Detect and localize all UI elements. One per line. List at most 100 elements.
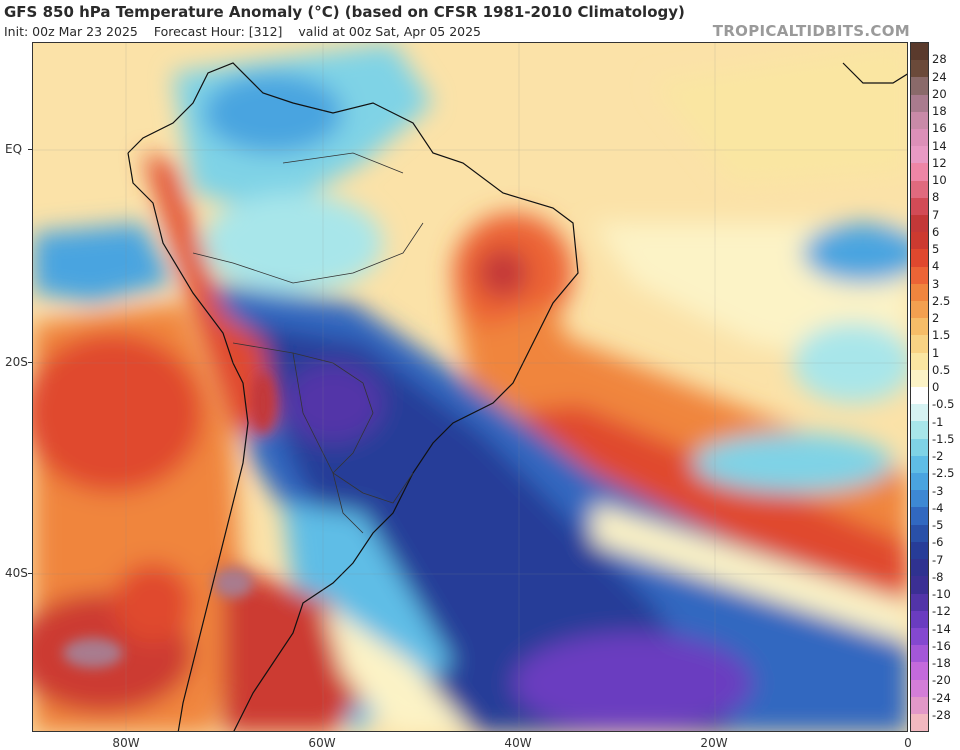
colorbar-label: -10 <box>932 587 951 601</box>
colorbar-segment <box>911 490 928 508</box>
colorbar-segment <box>911 559 928 577</box>
lat-label-40s: 40S <box>5 566 28 580</box>
colorbar-segment <box>911 645 928 663</box>
lon-label-60w: 60W <box>308 736 336 750</box>
colorbar-segment <box>911 576 928 594</box>
colorbar-segment <box>911 627 928 646</box>
colorbar-label: 0.5 <box>932 362 951 377</box>
colorbar-segment <box>911 129 928 147</box>
colorbar-segment <box>911 180 928 198</box>
country-borders <box>192 152 424 534</box>
colorbar-segment <box>911 696 928 714</box>
colorbar-label: 4 <box>932 259 940 274</box>
colorbar-label: -1 <box>932 414 944 429</box>
colorbar-label: 6 <box>932 224 940 239</box>
colorbar-label: 1.5 <box>932 328 951 343</box>
colorbar-label: -4 <box>932 500 944 515</box>
colorbar-segment <box>911 387 928 405</box>
colorbar-label: 12 <box>932 155 947 170</box>
lon-label-0: 0 <box>904 736 912 750</box>
colorbar-label: 14 <box>932 138 947 153</box>
map-canvas <box>33 43 907 731</box>
colorbar-label: -6 <box>932 535 944 550</box>
colorbar-segment <box>911 524 928 542</box>
colorbar-label: -2.5 <box>932 466 955 481</box>
map-subtitle: Init: 00z Mar 23 2025 Forecast Hour: [31… <box>4 24 493 39</box>
colorbar-label: -8 <box>932 569 944 584</box>
colorbar-segment <box>911 301 928 319</box>
lon-label-20w: 20W <box>700 736 728 750</box>
colorbar-label: -14 <box>932 621 951 636</box>
colorbar-label: -2 <box>932 449 944 463</box>
init-time: Init: 00z Mar 23 2025 <box>4 24 138 39</box>
colorbar-label: -3 <box>932 483 944 498</box>
colorbar-label: 5 <box>932 242 940 256</box>
colorbar-segment <box>911 215 928 233</box>
lat-tick <box>28 362 32 363</box>
colorbar-segment <box>911 438 928 456</box>
colorbar-label: 7 <box>932 207 940 222</box>
colorbar-segment <box>911 713 928 732</box>
anomaly-map[interactable] <box>32 42 908 732</box>
colorbar-segment <box>911 455 928 474</box>
colorbar-segment <box>911 318 928 336</box>
colorbar-label: 8 <box>932 190 940 205</box>
lon-label-80w: 80W <box>112 736 140 750</box>
colorbar-label: 16 <box>932 121 947 136</box>
colorbar-label: -12 <box>932 604 951 619</box>
lon-label-40w: 40W <box>504 736 532 750</box>
anomaly-detail <box>63 373 275 668</box>
colorbar-segment <box>911 111 928 130</box>
colorbar-label: 0 <box>932 380 940 394</box>
colorbar-segment <box>911 610 928 628</box>
colorbar-segment <box>911 249 928 267</box>
graticule <box>33 43 907 731</box>
colorbar <box>910 42 929 732</box>
colorbar-segment <box>911 163 928 181</box>
colorbar-label: -20 <box>932 673 951 688</box>
colorbar-segment <box>911 421 928 439</box>
map-title: GFS 850 hPa Temperature Anomaly (°C) (ba… <box>4 3 685 21</box>
colorbar-segment <box>911 94 928 112</box>
lat-label-eq: EQ <box>5 142 23 156</box>
colorbar-label: 10 <box>932 173 947 187</box>
coastlines <box>127 62 907 731</box>
anomaly-field <box>33 43 907 731</box>
colorbar-segment <box>911 593 928 611</box>
colorbar-label: -7 <box>932 552 944 567</box>
colorbar-segment <box>911 352 928 370</box>
colorbar-label: 3 <box>932 276 940 291</box>
colorbar-label: 28 <box>932 52 947 67</box>
valid-time: valid at 00z Sat, Apr 05 2025 <box>298 24 482 39</box>
colorbar-segment <box>911 404 928 422</box>
colorbar-segment <box>911 197 928 216</box>
colorbar-label: -0.5 <box>932 397 955 412</box>
colorbar-segment <box>911 369 928 388</box>
colorbar-segment <box>911 146 928 164</box>
colorbar-label: 24 <box>932 69 947 84</box>
lat-label-20s: 20S <box>5 355 28 369</box>
colorbar-label: 2 <box>932 311 940 325</box>
colorbar-label: -28 <box>932 707 951 722</box>
lat-tick <box>28 149 32 150</box>
colorbar-segment <box>911 266 928 284</box>
colorbar-label: 20 <box>932 86 947 101</box>
colorbar-segment <box>911 60 928 78</box>
site-watermark: TROPICALTIDBITS.COM <box>712 22 910 40</box>
colorbar-segment <box>911 77 928 95</box>
colorbar-label: -1.5 <box>932 431 955 446</box>
colorbar-label: -18 <box>932 656 951 670</box>
colorbar-segment <box>911 679 928 697</box>
colorbar-segment <box>911 507 928 525</box>
colorbar-segment <box>911 662 928 680</box>
colorbar-segment <box>911 473 928 491</box>
colorbar-segment <box>911 541 928 560</box>
lat-tick <box>28 573 32 574</box>
colorbar-segment <box>911 283 928 302</box>
colorbar-segment <box>911 43 928 61</box>
colorbar-label: 1 <box>932 345 940 360</box>
forecast-hour: Forecast Hour: [312] <box>153 24 283 39</box>
colorbar-label: -5 <box>932 518 944 532</box>
colorbar-segment <box>911 335 928 353</box>
colorbar-segment <box>911 232 928 250</box>
